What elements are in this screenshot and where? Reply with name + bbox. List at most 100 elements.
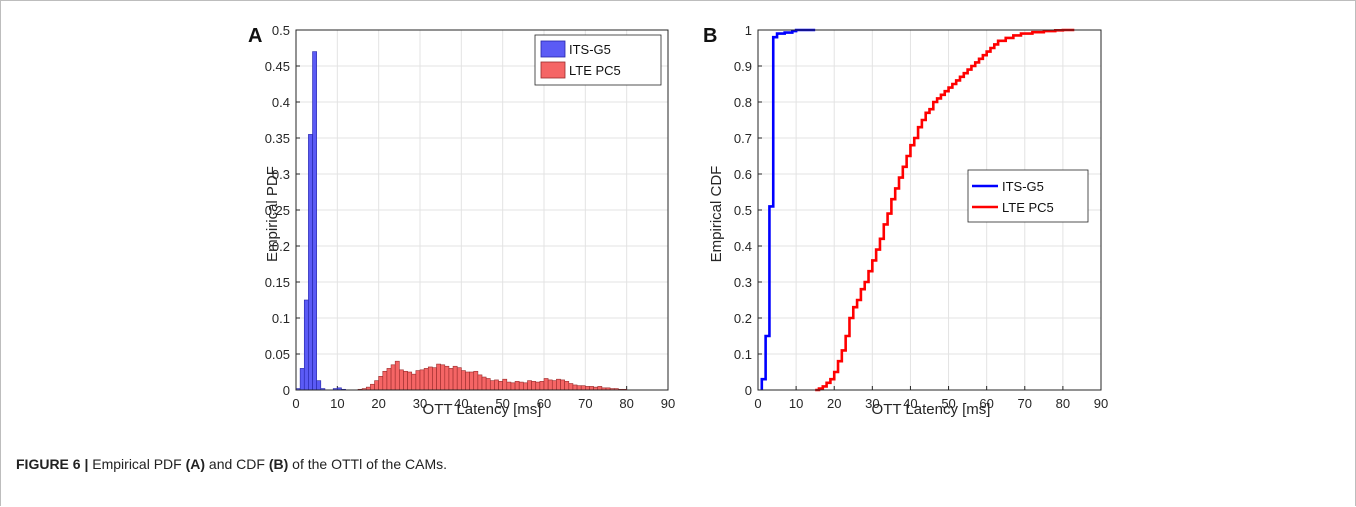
lte-pc5-bar xyxy=(580,385,586,391)
caption-label: FIGURE 6 | xyxy=(16,456,89,472)
lte-pc5-bar xyxy=(419,369,425,391)
panel-a-x-tick-label: 10 xyxy=(330,396,344,411)
panel-a-y-tick-label: 0.3 xyxy=(272,167,290,182)
panel-a-x-tick-label: 70 xyxy=(578,396,592,411)
lte-pc5-bar xyxy=(436,363,441,391)
lte-pc5-bar xyxy=(527,380,532,391)
lte-pc5-bar xyxy=(514,381,520,391)
lte-pc5-bar xyxy=(382,370,388,391)
lte-pc5-bar xyxy=(423,368,429,391)
its-g5-bar xyxy=(308,134,313,391)
its-g5-bar xyxy=(303,299,309,391)
panel-a-x-tick-label: 0 xyxy=(292,396,299,411)
lte-pc5-bar xyxy=(535,381,541,391)
panel-a-x-tick-label: 30 xyxy=(413,396,427,411)
lte-pc5-bar xyxy=(448,368,454,391)
panel-b: B OTT Latency [ms] Empirical CDF 0 10 20 30… xyxy=(703,23,1108,418)
panel-a-legend: ITS-G5 LTE PC5 xyxy=(534,34,662,86)
panel-a-y-tick-label: 0.5 xyxy=(272,23,290,38)
lte-pc5-bar xyxy=(473,370,479,391)
its-g5-bar xyxy=(312,51,317,391)
panel-a-x-tick-label: 60 xyxy=(537,396,551,411)
panel-b-y-tick-label: 0.5 xyxy=(734,203,752,218)
panel-b-x-tick-label: 10 xyxy=(789,396,803,411)
panel-b-x-tick-label: 90 xyxy=(1094,396,1108,411)
panel-b-x-axis-label: OTT Latency [ms] xyxy=(872,401,991,418)
lte-pc5-bar xyxy=(518,381,524,391)
panel-a-x-tick-label: 80 xyxy=(619,396,633,411)
lte-pc5-bar xyxy=(461,370,466,391)
lte-pc5-bar xyxy=(386,368,392,391)
lte-pc5-bar xyxy=(432,367,437,391)
panel-a-y-tick-label: 0.2 xyxy=(272,239,290,254)
panel-b-x-tick-label: 40 xyxy=(903,396,917,411)
panel-b-y-tick-label: 0.3 xyxy=(734,275,752,290)
panel-b-y-tick-label: 0 xyxy=(745,383,752,398)
panel-a-axes-frame xyxy=(295,29,669,391)
panel-a-x-tick-label: 90 xyxy=(661,396,675,411)
panel-b-y-tick-label: 0.1 xyxy=(734,347,752,362)
lte-pc5-bar xyxy=(407,371,413,391)
lte-pc5-bar xyxy=(394,360,400,391)
figure-caption: FIGURE 6 | Empirical PDF (A) and CDF (B)… xyxy=(16,456,447,472)
panel-a-y-tick-label: 0.35 xyxy=(265,131,290,146)
panel-b-y-tick-label: 1 xyxy=(745,23,752,38)
lte-pc5-bar xyxy=(560,379,565,391)
lte-pc5-bar xyxy=(510,382,516,391)
panel-a-y-tick-label: 0.15 xyxy=(265,275,290,290)
lte-pc5-bar xyxy=(390,364,396,391)
figure-charts: A OTT Latency [ms] Empirical PDF 0 10 20 30… xyxy=(248,23,1108,418)
lte-pc5-bar xyxy=(485,378,491,391)
panel-b-y-tick-label: 0.7 xyxy=(734,131,752,146)
its-g5-bar xyxy=(316,380,322,391)
lte-pc5-bar xyxy=(523,382,528,391)
lte-pc5-bar-legend-swatch xyxy=(540,61,566,79)
lte-pc5-bar xyxy=(440,364,446,391)
lte-pc5-bar xyxy=(572,384,578,391)
lte-pc5-bar xyxy=(444,365,450,391)
panel-a-y-tick-label: 0.1 xyxy=(272,311,290,326)
lte-pc5-bar xyxy=(456,367,462,391)
panel-label-b: B xyxy=(703,25,717,47)
panel-b-legend-box xyxy=(967,169,1089,223)
panel-a-y-tick-label: 0.05 xyxy=(265,347,290,362)
panel-a-y-axis-label: Empirical PDF xyxy=(264,166,281,262)
panel-b-y-tick-label: 0.2 xyxy=(734,311,752,326)
lte-pc5-bar xyxy=(465,371,470,391)
panel-b-x-tick-label: 20 xyxy=(827,396,841,411)
caption-ref-a: (A) xyxy=(185,456,206,472)
its-g5-legend-label: ITS-G5 xyxy=(1002,179,1044,194)
caption-text-1: Empirical PDF xyxy=(88,456,186,472)
lte-pc5-bar xyxy=(589,386,594,391)
panel-b-x-tick-label: 80 xyxy=(1056,396,1070,411)
panel-a-x-tick-label: 40 xyxy=(454,396,468,411)
panel-a: A OTT Latency [ms] Empirical PDF 0 10 20 30… xyxy=(248,23,675,418)
lte-pc5-bar xyxy=(415,370,421,391)
lte-pc5-bar xyxy=(506,381,512,391)
lte-pc5-bar xyxy=(452,365,458,391)
panel-a-y-tick-label: 0.45 xyxy=(265,59,290,74)
lte-pc5-bar xyxy=(498,381,503,391)
caption-ref-b: (B) xyxy=(268,456,289,472)
panel-a-y-tick-label: 0.25 xyxy=(265,203,290,218)
lte-pc5-bar xyxy=(427,366,433,391)
panel-b-y-tick-label: 0.6 xyxy=(734,167,752,182)
lte-pc5-bar xyxy=(576,385,582,391)
its-g5-bar xyxy=(299,368,305,391)
lte-pc5-bar xyxy=(543,378,549,391)
lte-pc5-bar xyxy=(494,379,499,391)
lte-pc5-bar xyxy=(539,381,545,391)
lte-pc5-bar xyxy=(481,376,487,391)
panel-b-y-tick-label: 0.9 xyxy=(734,59,752,74)
panel-a-y-tick-label: 0 xyxy=(283,383,290,398)
its-g5-legend-label: ITS-G5 xyxy=(569,42,611,57)
its-g5-bar-legend-swatch xyxy=(540,40,566,58)
lte-pc5-bar xyxy=(378,376,384,391)
lte-pc5-bar xyxy=(531,381,537,391)
lte-pc5-bar xyxy=(551,380,557,391)
panel-a-y-tick-label: 0.4 xyxy=(272,95,290,110)
lte-pc5-bar xyxy=(585,386,590,391)
lte-pc5-bar xyxy=(399,369,404,391)
panel-b-x-tick-label: 60 xyxy=(979,396,993,411)
lte-pc5-bar xyxy=(502,378,508,391)
